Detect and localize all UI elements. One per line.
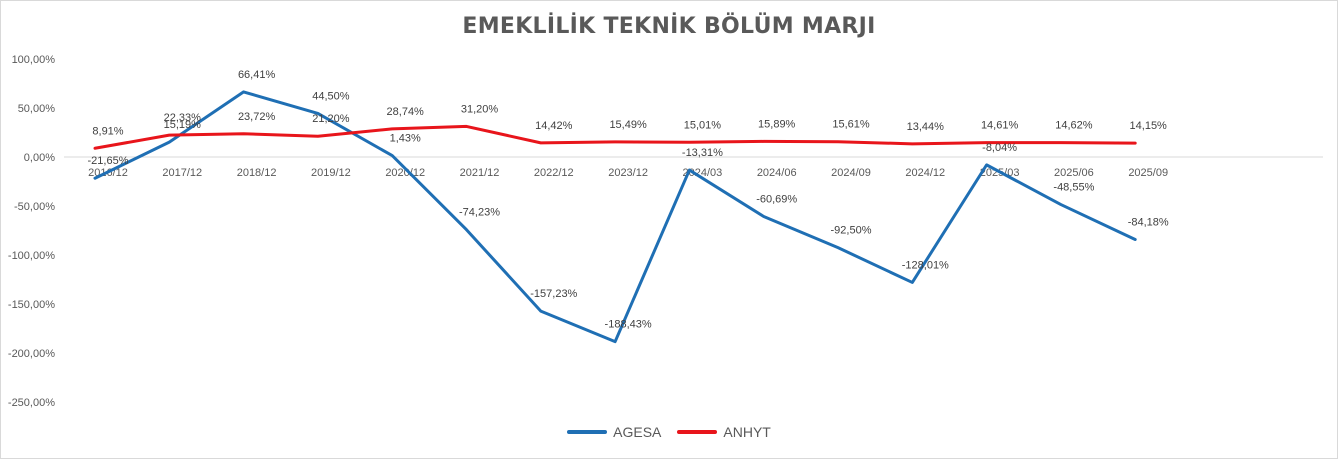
- data-label: -188,43%: [605, 319, 652, 331]
- data-label: 31,20%: [461, 103, 499, 115]
- data-label: 14,62%: [1055, 120, 1093, 132]
- series-line-anhyt: [93, 124, 1137, 150]
- x-tick-label: 2017/12: [162, 167, 202, 179]
- data-label: 28,74%: [387, 106, 425, 118]
- legend-swatch: [677, 430, 718, 434]
- series-lines: [93, 90, 1137, 344]
- legend-swatch: [567, 430, 608, 434]
- data-label: 13,44%: [907, 121, 945, 133]
- data-label: -157,23%: [530, 288, 577, 300]
- data-label: 15,61%: [832, 119, 870, 131]
- data-label: -48,55%: [1053, 182, 1094, 194]
- x-tick-label: 2025/06: [1054, 167, 1094, 179]
- data-label: -128,01%: [902, 259, 949, 271]
- data-label: 15,49%: [609, 119, 647, 131]
- legend-label: ANHYT: [723, 424, 771, 440]
- chart-title: EMEKLİLİK TEKNİK BÖLÜM MARJI: [462, 14, 876, 39]
- x-tick-label: 2024/12: [905, 167, 945, 179]
- data-label: 66,41%: [238, 69, 276, 81]
- data-label: -92,50%: [831, 225, 872, 237]
- data-label: 14,15%: [1130, 120, 1168, 132]
- legend-label: AGESA: [613, 424, 662, 440]
- series-line-agesa: [93, 90, 1137, 344]
- data-label: 14,61%: [981, 120, 1019, 132]
- x-tick-label: 2024/03: [683, 167, 723, 179]
- data-label: 1,43%: [390, 133, 421, 145]
- y-tick-label: 50,00%: [18, 103, 56, 115]
- legend-item-anhyt: ANHYT: [677, 424, 771, 440]
- y-axis-ticks: 100,00% 50,00% 0,00% -50,00% -100,00% -150,00…: [8, 54, 55, 409]
- data-label: 21,20%: [312, 113, 350, 125]
- x-tick-label: 2024/06: [757, 167, 797, 179]
- data-label: 22,33%: [164, 112, 202, 124]
- data-label: -13,31%: [682, 147, 723, 159]
- data-label: 15,89%: [758, 118, 796, 130]
- data-label: 14,42%: [535, 120, 573, 132]
- y-tick-label: -200,00%: [8, 348, 55, 360]
- y-tick-label: 0,00%: [24, 152, 55, 164]
- y-tick-label: 100,00%: [12, 54, 56, 66]
- data-label: 8,91%: [92, 125, 123, 137]
- y-tick-label: -250,00%: [8, 397, 55, 409]
- x-tick-label: 2018/12: [237, 167, 277, 179]
- y-tick-label: -150,00%: [8, 299, 55, 311]
- y-tick-label: -50,00%: [14, 201, 55, 213]
- data-label: 44,50%: [312, 90, 350, 102]
- legend: AGESA ANHYT: [0, 424, 1338, 440]
- x-tick-label: 2025/09: [1128, 167, 1168, 179]
- data-label: -8,04%: [982, 142, 1017, 154]
- data-label: -60,69%: [756, 193, 797, 205]
- data-label: -84,18%: [1128, 216, 1169, 228]
- x-tick-label: 2019/12: [311, 167, 351, 179]
- data-label: 23,72%: [238, 111, 276, 123]
- data-label: 15,01%: [684, 119, 722, 131]
- data-label: -21,65%: [88, 155, 129, 167]
- x-tick-label: 2021/12: [460, 167, 500, 179]
- data-label: 15,19%: [164, 119, 202, 131]
- x-tick-label: 2023/12: [608, 167, 648, 179]
- x-tick-label: 2024/09: [831, 167, 871, 179]
- y-tick-label: -100,00%: [8, 250, 55, 262]
- x-axis-ticks: 2016/12 2017/12 2018/12 2019/12 2020/12 2021/…: [88, 167, 1168, 179]
- data-label: -74,23%: [459, 207, 500, 219]
- x-tick-label: 2020/12: [385, 167, 425, 179]
- x-tick-label: 2022/12: [534, 167, 574, 179]
- data-labels: -21,65% 15,19% 66,41% 44,50% 1,43% -74,23% -15…: [88, 69, 1169, 331]
- legend-item-agesa: AGESA: [567, 424, 661, 440]
